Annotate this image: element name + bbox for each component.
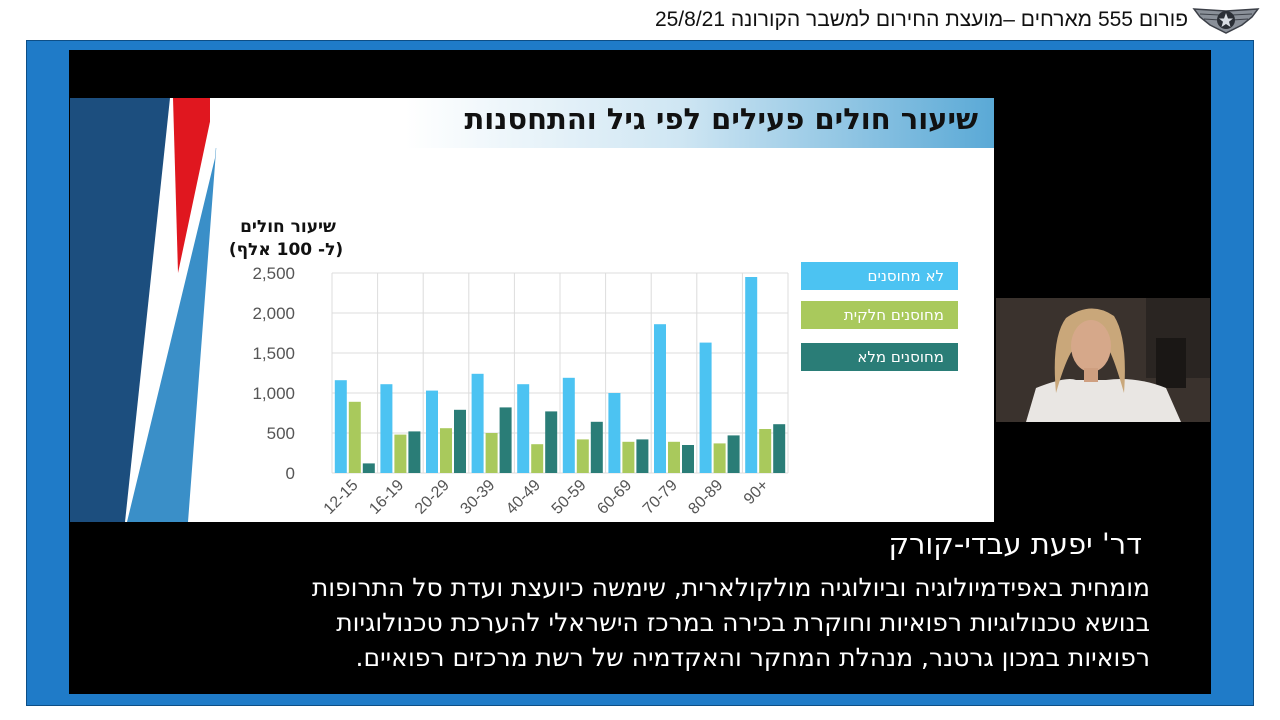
bar — [394, 434, 407, 473]
x-tick-label: 50-59 — [549, 477, 590, 518]
legend-swatch — [801, 262, 958, 290]
y-tick-label: 2,000 — [252, 304, 295, 323]
header-bar: פורום 555 מארחים –מועצת החירום למשבר הקו… — [0, 0, 1280, 40]
bar — [590, 421, 603, 473]
slide-decoration — [70, 98, 220, 522]
bar — [517, 384, 530, 473]
x-tick-label: 90+ — [741, 477, 772, 508]
bar — [545, 411, 558, 473]
bar — [334, 380, 347, 473]
bar — [440, 428, 452, 473]
bar — [485, 433, 498, 473]
legend-swatch — [801, 343, 958, 371]
bar — [759, 429, 772, 473]
bar — [727, 435, 740, 473]
y-axis-label-line-2: (ל- 100 אלף) — [229, 240, 343, 260]
legend-swatch — [801, 301, 958, 329]
bar — [622, 441, 635, 473]
x-tick-label: 30-39 — [457, 477, 498, 518]
y-tick-label: 0 — [286, 464, 295, 483]
x-tick-label: 80-89 — [685, 477, 726, 518]
slide-title: שיעור חולים פעילים לפי גיל והתחסנות — [464, 102, 978, 136]
bar — [682, 445, 694, 473]
x-tick-label: 70-79 — [640, 477, 681, 518]
legend-label: מחוסנים חלקית — [844, 306, 944, 324]
bar — [576, 439, 589, 473]
bar — [562, 377, 575, 473]
bar — [362, 463, 375, 473]
bar — [713, 443, 726, 473]
x-tick-label: 40-49 — [503, 477, 544, 518]
bar — [699, 342, 712, 473]
bar — [348, 401, 361, 473]
bar — [745, 277, 758, 473]
bar — [773, 424, 786, 473]
speaker-video-image — [996, 298, 1210, 422]
bar — [408, 431, 421, 473]
speaker-bio-line-1: מומחית באפידמיולוגיה וביולוגיה מולקולארי… — [311, 573, 1150, 602]
bar — [426, 390, 438, 473]
speaker-bio-line-3: רפואיות במכון גרטנר, מנהלת המחקר והאקדמי… — [355, 643, 1150, 672]
speaker-name: דר' יפעת עבדי-קורק — [888, 527, 1142, 561]
y-axis-label-line-1: שיעור חולים — [240, 217, 336, 237]
y-tick-label: 500 — [267, 424, 295, 443]
bar — [471, 373, 484, 473]
y-tick-label: 1,000 — [252, 384, 295, 403]
bar — [454, 409, 466, 473]
legend-label: מחוסנים מלא — [857, 348, 944, 366]
bar — [636, 439, 649, 473]
bar — [499, 407, 512, 473]
legend-label: לא מחוסנים — [868, 267, 944, 285]
x-tick-label: 60-69 — [594, 477, 635, 518]
slide-title-band: שיעור חולים פעילים לפי גיל והתחסנות — [210, 98, 994, 148]
x-tick-label: 12-15 — [321, 477, 362, 518]
bar — [531, 444, 544, 473]
y-tick-label: 2,500 — [252, 264, 295, 283]
y-tick-label: 1,500 — [252, 344, 295, 363]
bar — [608, 393, 621, 473]
bar — [654, 324, 666, 473]
speaker-bio-line-2: בנושא טכנולוגיות רפואיות וחוקרת בכירה במ… — [336, 608, 1150, 637]
x-tick-label: 16-19 — [366, 477, 407, 518]
x-tick-label: 20-29 — [412, 477, 453, 518]
slide: שיעור חולים פעילים לפי גיל והתחסנות שיעו… — [70, 98, 994, 522]
header-title: פורום 555 מארחים –מועצת החירום למשבר הקו… — [654, 8, 1188, 31]
bar-chart: שיעור חולים (ל- 100 אלף) 0 500 1,000 1,500 2,0… — [229, 217, 958, 518]
bar — [668, 441, 680, 473]
bar — [380, 384, 393, 473]
speaker-video-thumbnail — [996, 298, 1210, 422]
air-force-wings-logo-icon — [1192, 8, 1260, 34]
